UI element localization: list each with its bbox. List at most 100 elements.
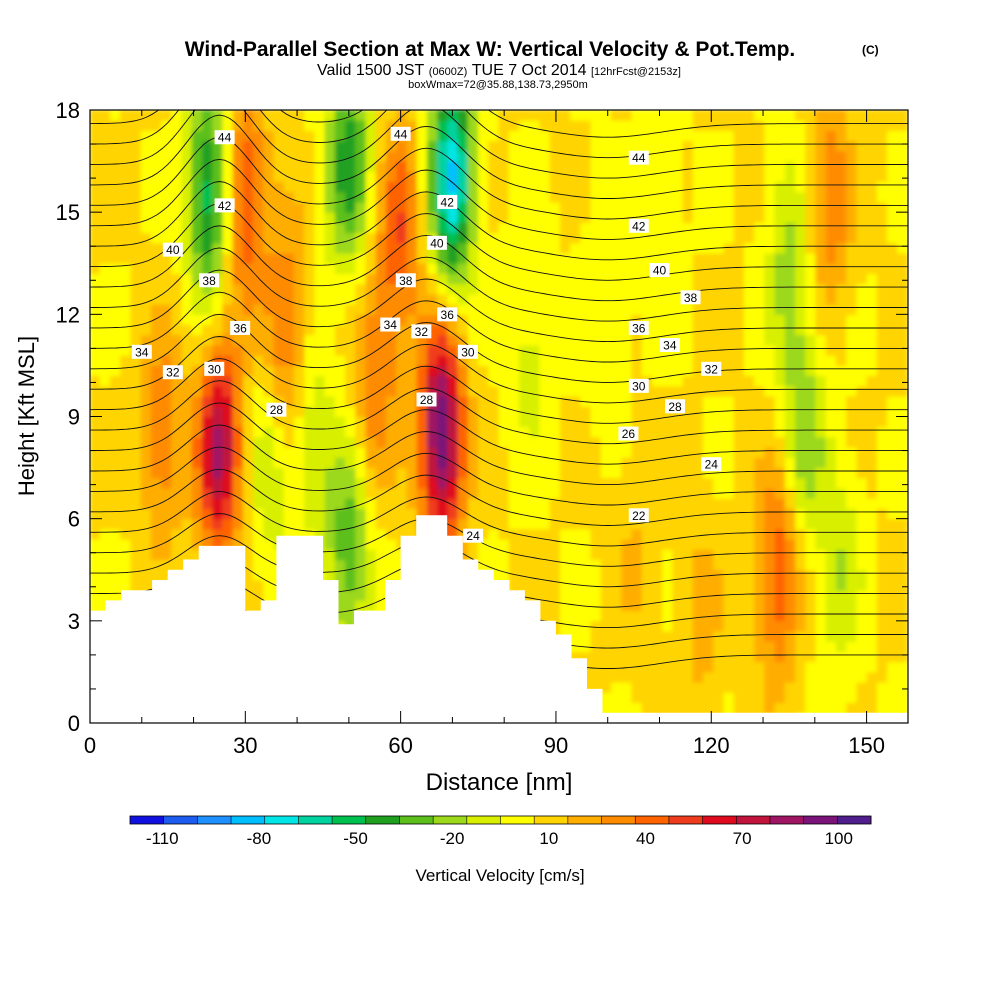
- velocity-cell: [570, 548, 582, 561]
- velocity-cell: [621, 211, 633, 223]
- velocity-cell: [723, 272, 735, 285]
- velocity-cell: [314, 334, 326, 346]
- velocity-cell: [263, 119, 275, 131]
- velocity-cell: [273, 364, 285, 377]
- velocity-cell: [774, 344, 786, 356]
- velocity-cell: [672, 548, 684, 561]
- velocity-cell: [467, 252, 480, 264]
- velocity-cell: [99, 181, 111, 193]
- velocity-cell: [580, 487, 592, 499]
- velocity-cell: [662, 201, 674, 213]
- velocity-cell: [201, 181, 214, 193]
- velocity-cell: [426, 354, 439, 366]
- velocity-cell: [242, 446, 255, 458]
- velocity-cell: [621, 518, 633, 530]
- velocity-cell: [242, 364, 255, 377]
- velocity-cell: [109, 201, 122, 213]
- velocity-cell: [733, 385, 745, 397]
- velocity-cell: [294, 262, 306, 274]
- velocity-cell: [457, 211, 469, 223]
- velocity-cell: [600, 477, 612, 489]
- velocity-cell: [621, 569, 633, 581]
- velocity-cell: [570, 201, 582, 213]
- velocity-cell: [610, 375, 623, 387]
- velocity-cell: [222, 110, 234, 121]
- velocity-cell: [672, 456, 684, 469]
- velocity-cell: [99, 538, 111, 550]
- velocity-cell: [508, 416, 520, 428]
- isentrope-label: 32: [705, 362, 719, 376]
- velocity-cell: [723, 589, 735, 601]
- velocity-cell: [733, 599, 745, 612]
- velocity-cell: [610, 548, 623, 561]
- velocity-cell: [498, 426, 510, 438]
- velocity-cell: [815, 272, 827, 285]
- velocity-cell: [488, 518, 500, 530]
- velocity-cell: [406, 416, 418, 428]
- velocity-cell: [365, 303, 377, 315]
- velocity-cell: [559, 313, 572, 326]
- velocity-cell: [181, 477, 193, 489]
- velocity-cell: [201, 201, 214, 213]
- velocity-cell: [140, 579, 152, 591]
- velocity-cell: [897, 334, 908, 346]
- velocity-cell: [703, 702, 715, 714]
- velocity-cell: [590, 354, 602, 366]
- velocity-cell: [498, 313, 510, 326]
- velocity-cell: [140, 477, 152, 489]
- velocity-cell: [754, 303, 766, 315]
- velocity-cell: [815, 140, 827, 152]
- velocity-cell: [866, 232, 878, 244]
- velocity-cell: [590, 569, 602, 581]
- velocity-cell: [703, 559, 715, 571]
- velocity-cell: [232, 354, 244, 366]
- velocity-cell: [580, 446, 592, 458]
- velocity-cell: [345, 283, 357, 295]
- velocity-cell: [150, 293, 163, 305]
- isentrope-label: 34: [135, 345, 149, 359]
- velocity-cell: [559, 569, 572, 581]
- velocity-cell: [621, 303, 633, 315]
- velocity-cell: [559, 201, 572, 213]
- velocity-cell: [651, 191, 664, 203]
- velocity-cell: [365, 569, 377, 581]
- velocity-cell: [580, 313, 592, 326]
- velocity-cell: [324, 354, 336, 366]
- velocity-cell: [222, 119, 234, 131]
- velocity-cell: [304, 344, 316, 356]
- velocity-cell: [99, 467, 111, 479]
- velocity-cell: [815, 436, 827, 448]
- velocity-cell: [795, 375, 807, 387]
- velocity-cell: [549, 232, 561, 244]
- velocity-cell: [416, 436, 428, 448]
- velocity-cell: [754, 293, 766, 305]
- velocity-cell: [784, 262, 797, 274]
- velocity-cell: [743, 140, 756, 152]
- velocity-cell: [386, 559, 398, 571]
- velocity-cell: [723, 395, 735, 407]
- velocity-cell: [478, 446, 490, 458]
- velocity-cell: [672, 671, 684, 683]
- velocity-cell: [559, 487, 572, 499]
- velocity-cell: [467, 548, 480, 561]
- velocity-cell: [743, 446, 756, 458]
- velocity-cell: [723, 497, 735, 509]
- velocity-cell: [222, 181, 234, 193]
- velocity-cell: [754, 630, 766, 642]
- velocity-cell: [897, 201, 908, 213]
- velocity-cell: [508, 477, 520, 489]
- velocity-cell: [795, 691, 807, 704]
- velocity-cell: [283, 191, 295, 203]
- velocity-cell: [784, 191, 797, 203]
- velocity-cell: [784, 364, 797, 377]
- velocity-cell: [713, 150, 725, 162]
- velocity-cell: [181, 293, 193, 305]
- velocity-cell: [754, 456, 766, 469]
- velocity-cell: [488, 283, 500, 295]
- velocity-cell: [426, 303, 439, 315]
- velocity-cell: [784, 456, 797, 469]
- velocity-cell: [764, 538, 776, 550]
- velocity-cell: [866, 160, 878, 172]
- velocity-cell: [253, 303, 265, 315]
- velocity-cell: [559, 385, 572, 397]
